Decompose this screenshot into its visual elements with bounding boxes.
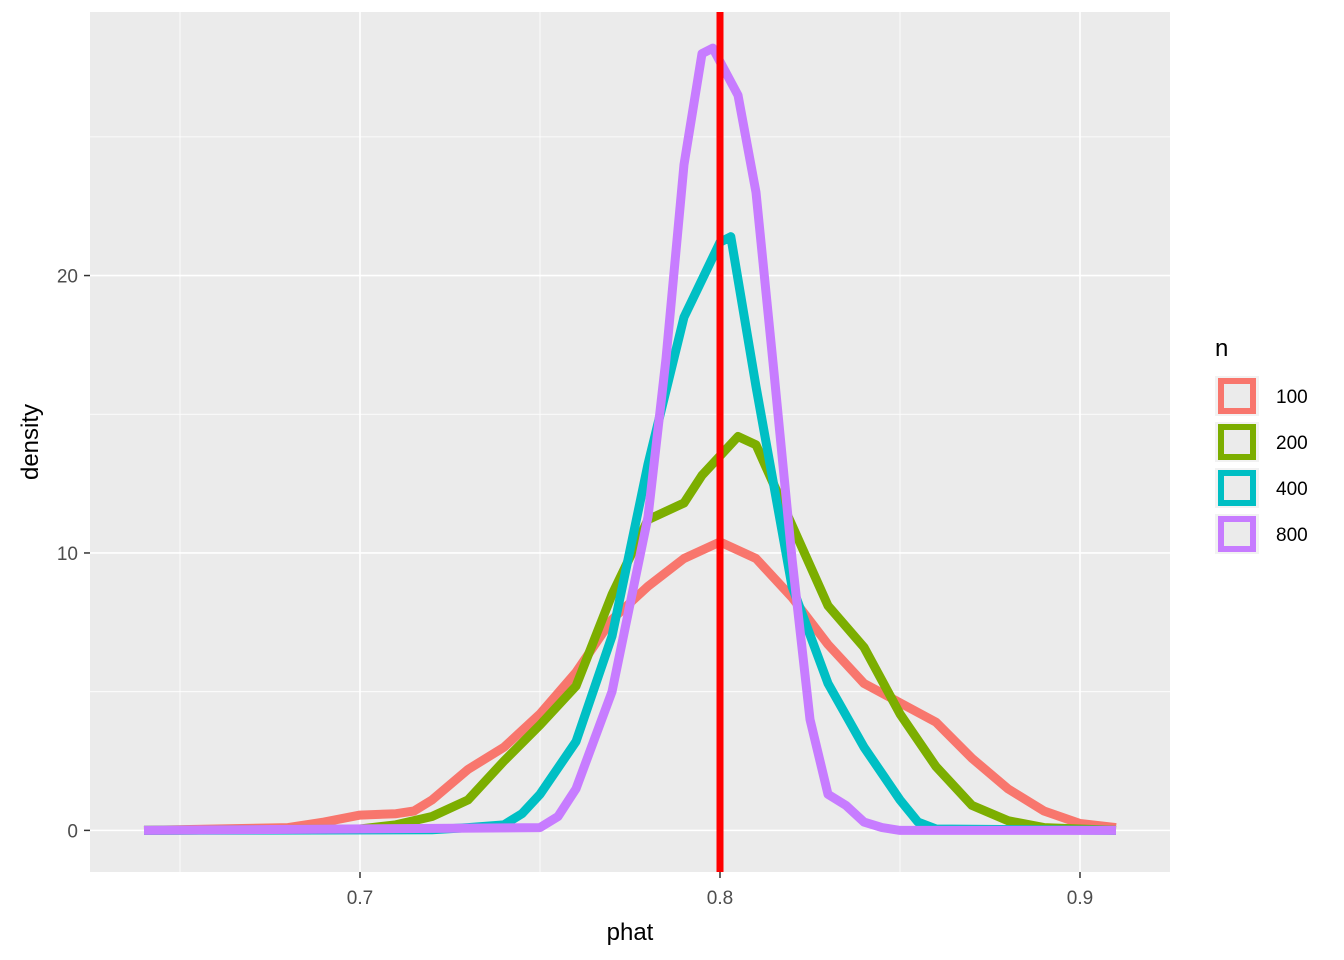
- legend-label-100: 100: [1276, 387, 1308, 408]
- series-line-200: [143, 432, 1117, 835]
- legend-key-400: [1218, 470, 1256, 506]
- minor-gridlines: [90, 12, 1170, 872]
- plot-panel: [90, 12, 1170, 872]
- legend-label-400: 400: [1276, 479, 1308, 500]
- legend-key-800: [1218, 516, 1256, 552]
- series-line-800: [143, 43, 1116, 835]
- legend-key-100: [1218, 378, 1256, 414]
- series-line-100: [143, 537, 1117, 835]
- y-axis-title: density: [17, 404, 44, 480]
- legend-title: n: [1215, 335, 1228, 362]
- y-tick-label: 0: [67, 821, 78, 842]
- x-tick-label: 0.8: [707, 888, 733, 909]
- x-tick-label: 0.7: [347, 888, 373, 909]
- x-tick-label: 0.9: [1067, 888, 1093, 909]
- y-tick-label: 20: [57, 267, 78, 288]
- legend-key-200: [1218, 424, 1256, 460]
- legend-label-200: 200: [1276, 433, 1308, 454]
- y-axis-ticks: 0 10 20: [57, 267, 90, 842]
- x-axis-title: phat: [607, 919, 654, 946]
- x-axis-ticks: 0.7 0.8 0.9: [347, 872, 1093, 909]
- series-line-400: [143, 232, 1117, 835]
- y-tick-label: 10: [57, 544, 78, 565]
- series-layer: [143, 43, 1117, 835]
- legend-label-800: 800: [1276, 525, 1308, 546]
- legend: n 100 200 400 800: [1215, 335, 1308, 554]
